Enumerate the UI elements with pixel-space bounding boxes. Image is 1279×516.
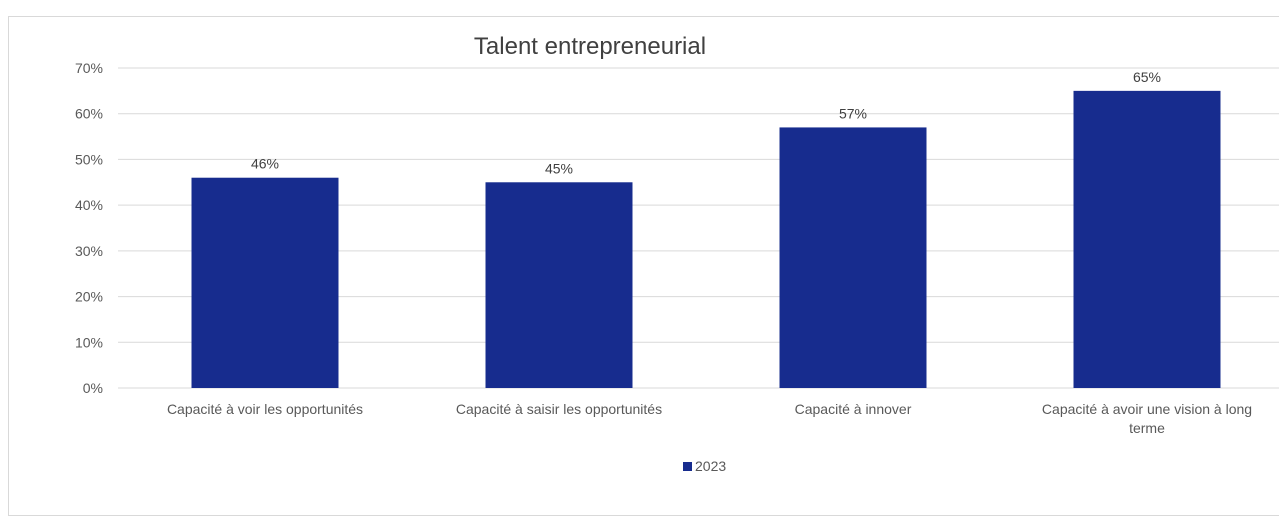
bar-chart: Talent entrepreneurial 0% 10% 20% 30% 40% 50%… [75, 33, 1279, 474]
chart-title: Talent entrepreneurial [474, 33, 706, 60]
y-tick-label: 70% [75, 60, 103, 76]
legend-label: 2023 [695, 458, 726, 474]
x-tick-label: Capacité à saisir les opportunités [456, 401, 662, 417]
x-axis: Capacité à voir les opportunités Capacité… [167, 401, 1252, 436]
data-label: 45% [545, 160, 573, 176]
bar [779, 127, 927, 388]
x-tick-label: Capacité à innover [795, 401, 912, 417]
bar [485, 182, 633, 388]
y-tick-label: 20% [75, 289, 103, 305]
data-label: 65% [1133, 69, 1161, 85]
y-axis: 0% 10% 20% 30% 40% 50% 60% 70% [75, 60, 103, 396]
y-tick-label: 50% [75, 151, 103, 167]
y-tick-label: 10% [75, 334, 103, 350]
legend-swatch [683, 462, 692, 471]
bar [191, 177, 339, 388]
bar [1073, 90, 1221, 388]
data-label: 57% [839, 105, 867, 121]
x-tick-label: terme [1129, 420, 1165, 436]
x-tick-label: Capacité à avoir une vision à long [1042, 401, 1252, 417]
y-tick-label: 40% [75, 197, 103, 213]
y-tick-label: 0% [83, 380, 103, 396]
data-label: 46% [251, 156, 279, 172]
y-tick-label: 60% [75, 106, 103, 122]
x-tick-label: Capacité à voir les opportunités [167, 401, 363, 417]
bars: 46% 45% 57% 65% [191, 69, 1221, 388]
y-tick-label: 30% [75, 243, 103, 259]
legend: 2023 [683, 458, 726, 474]
